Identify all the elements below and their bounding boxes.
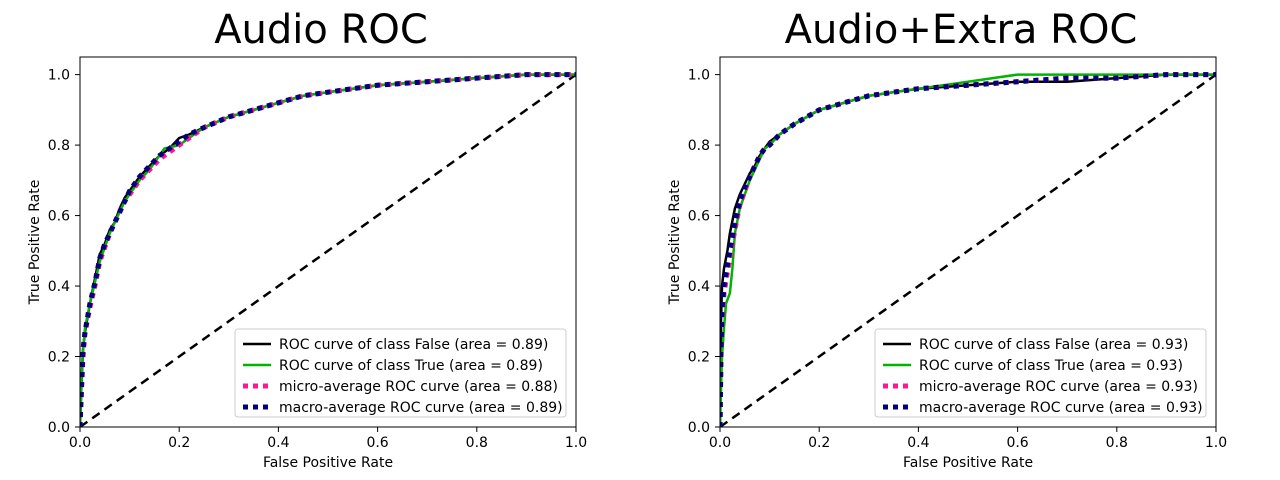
- legend: ROC curve of class False (area = 0.93) RO…: [874, 328, 1207, 418]
- y-tick-label: 0.6: [48, 209, 70, 225]
- x-tick-label: 0.0: [69, 435, 91, 451]
- y-tick-label: 0.6: [688, 209, 710, 225]
- axes-frame: [79, 56, 577, 428]
- legend-entry-label: micro-average ROC curve (area = 0.88): [279, 379, 558, 395]
- roc-panel-2: Audio+Extra ROC 0.0 0.2 0.4 0.6 0.8 1.0 0.0 0.2 0…: [667, 7, 1227, 471]
- y-tick-label: 0.0: [48, 420, 70, 436]
- legend-entry-label: ROC curve of class False (area = 0.93): [919, 337, 1188, 353]
- x-axis-label: False Positive Rate: [263, 455, 393, 471]
- chart-title: Audio+Extra ROC: [785, 7, 1138, 53]
- y-tick-label: 0.2: [688, 350, 710, 366]
- y-tick-label: 0.8: [48, 138, 70, 154]
- chance-diagonal-line: [80, 73, 576, 427]
- y-tick-label: 1.0: [48, 68, 70, 84]
- legend-entry-label: macro-average ROC curve (area = 0.93): [919, 400, 1203, 416]
- x-tick-label: 0.8: [1106, 435, 1128, 451]
- x-axis-label: False Positive Rate: [903, 455, 1033, 471]
- legend-entry-label: ROC curve of class True (area = 0.89): [279, 358, 543, 374]
- y-tick-label: 0.2: [48, 350, 70, 366]
- x-tick-label: 0.4: [267, 435, 289, 451]
- x-tick-label: 0.2: [168, 435, 190, 451]
- series-group: [80, 72, 576, 427]
- chance-diagonal-line: [720, 73, 1216, 427]
- series-line-3: [80, 72, 576, 427]
- y-axis-label: True Positive Rate: [667, 180, 683, 306]
- x-tick-label: 0.6: [1006, 435, 1028, 451]
- series-line-1: [720, 73, 1216, 427]
- legend-entry-label: ROC curve of class False (area = 0.89): [279, 337, 548, 353]
- legend-entry-label: micro-average ROC curve (area = 0.93): [919, 379, 1198, 395]
- axes-frame: [719, 56, 1217, 428]
- roc-panel-1: Audio ROC 0.0 0.2 0.4 0.6 0.8 1.0 0.0 0.2 0.4 0.6 0…: [27, 7, 587, 471]
- legend-box: [234, 328, 567, 418]
- x-tick-label: 0.8: [466, 435, 488, 451]
- chart-title: Audio ROC: [214, 7, 428, 53]
- x-tick-label: 0.6: [366, 435, 388, 451]
- x-tick-label: 0.4: [907, 435, 929, 451]
- legend: ROC curve of class False (area = 0.89) RO…: [234, 328, 567, 418]
- x-tick-label: 0.2: [808, 435, 830, 451]
- y-tick-label: 0.8: [688, 138, 710, 154]
- x-tick-label: 1.0: [1205, 435, 1227, 451]
- x-tick-label: 1.0: [565, 435, 587, 451]
- y-tick-label: 0.0: [688, 420, 710, 436]
- series-line-3: [720, 72, 1216, 427]
- legend-entry-label: macro-average ROC curve (area = 0.89): [279, 400, 563, 416]
- y-axis-label: True Positive Rate: [27, 180, 43, 306]
- y-tick-label: 0.4: [48, 279, 70, 295]
- y-tick-label: 1.0: [688, 68, 710, 84]
- legend-entry-label: ROC curve of class True (area = 0.93): [919, 358, 1183, 374]
- y-tick-label: 0.4: [688, 279, 710, 295]
- x-tick-label: 0.0: [709, 435, 731, 451]
- legend-box: [874, 328, 1207, 418]
- series-group: [720, 72, 1216, 427]
